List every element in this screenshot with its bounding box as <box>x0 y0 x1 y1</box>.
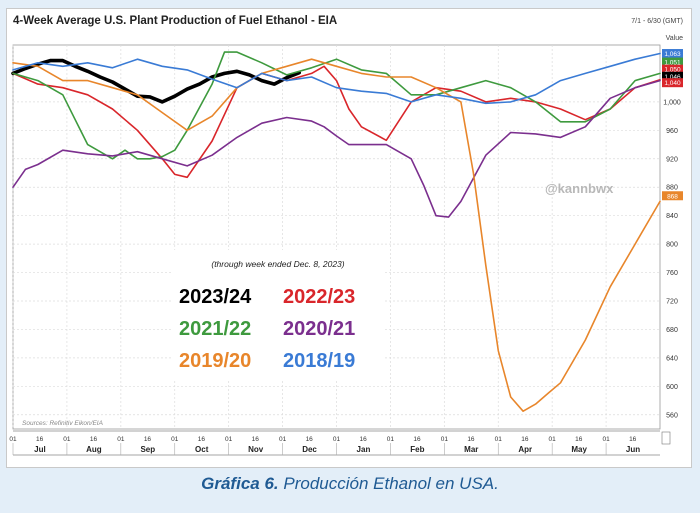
legend-item-2022-23: 2022/23 <box>283 286 355 308</box>
y-tick-label: 840 <box>666 213 678 220</box>
y-tick-label: 680 <box>666 327 678 334</box>
y-tick-label: 640 <box>666 355 678 362</box>
x-month-label: Jan <box>357 445 371 454</box>
x-month-label: Jul <box>34 445 46 454</box>
value-tag-label: 1,050 <box>664 67 681 74</box>
source-note: Sources: Refinitiv Eikon/EIA <box>22 420 103 427</box>
x-day-label: 16 <box>36 436 44 443</box>
watermark-handle: @kannbwx <box>545 181 614 196</box>
legend-item-2020-21: 2020/21 <box>283 318 355 340</box>
legend-item-2023-24: 2023/24 <box>179 286 252 308</box>
y-tick-label: 720 <box>666 299 678 306</box>
x-month-label: Aug <box>86 445 102 454</box>
y-tick-label: 1,000 <box>663 99 681 106</box>
x-day-label: 16 <box>252 436 260 443</box>
legend-item-2019-20: 2019/20 <box>179 350 251 372</box>
series-line-2019-20 <box>12 58 661 412</box>
value-tag-box <box>662 191 683 201</box>
x-month-label: Nov <box>248 445 264 454</box>
figure-caption: Gráfica 6. Producción Ethanol en USA. <box>0 474 700 494</box>
value-column-header: Value <box>666 35 683 42</box>
series-line-2020-21 <box>12 79 661 218</box>
series-line-2018-19 <box>12 52 661 105</box>
x-month-label: Jun <box>626 445 640 454</box>
y-axis-ticks: 1,000 960 920 880 840 800 760 720 680 640 600 560 <box>663 99 681 419</box>
x-day-label: 16 <box>306 436 314 443</box>
series-lines <box>11 51 661 412</box>
x-month-label: May <box>571 445 587 454</box>
caption-text: Producción Ethanol en USA. <box>283 474 499 493</box>
caption-label: Gráfica 6. <box>201 474 279 493</box>
chart-frame: 4-Week Average U.S. Plant Production of … <box>6 8 692 468</box>
x-axis: 01 16 Jul 01 16 Aug 01 16 Sep 01 16 Oct 01 16 Nov 01 16 D… <box>9 430 671 456</box>
x-day-label: 16 <box>467 436 475 443</box>
date-range-label: 7/1 - 6/30 (GMT) <box>631 18 683 25</box>
x-month-label: Feb <box>410 445 424 454</box>
legend-box <box>173 250 383 381</box>
x-day-label: 16 <box>198 436 206 443</box>
x-day-label: 01 <box>117 436 125 443</box>
value-tag-label: 1,063 <box>664 51 681 58</box>
value-tag-box <box>662 49 683 59</box>
x-month-label: Sep <box>140 445 155 454</box>
value-tag-label: 1,051 <box>664 60 681 67</box>
legend-item-2021-22: 2021/22 <box>179 318 251 340</box>
y-tick-label: 960 <box>666 128 678 135</box>
x-day-label: 01 <box>225 436 233 443</box>
legend: (through week ended Dec. 8, 2023) 2023/2… <box>173 250 383 381</box>
x-day-label: 16 <box>629 436 637 443</box>
x-day-label: 01 <box>441 436 449 443</box>
value-tag-box <box>662 71 683 81</box>
value-tag-label: 1,046 <box>664 74 681 81</box>
value-tag-box <box>662 78 683 88</box>
x-day-label: 16 <box>575 436 583 443</box>
x-day-label: 01 <box>602 436 610 443</box>
x-day-label: 16 <box>413 436 421 443</box>
x-day-label: 16 <box>521 436 529 443</box>
x-day-label: 01 <box>279 436 287 443</box>
chart-title: 4-Week Average U.S. Plant Production of … <box>13 15 337 27</box>
value-tag-label: 1,040 <box>664 80 681 87</box>
y-tick-label: 920 <box>666 156 678 163</box>
x-day-label: 01 <box>171 436 179 443</box>
value-tag-box <box>662 64 683 74</box>
ethanol-production-chart: 4-Week Average U.S. Plant Production of … <box>9 15 683 456</box>
y-tick-label: 560 <box>666 412 678 419</box>
x-day-label: 01 <box>387 436 395 443</box>
x-day-label: 01 <box>9 436 17 443</box>
y-tick-label: 760 <box>666 270 678 277</box>
x-month-label: Dec <box>302 445 317 454</box>
x-day-label: 16 <box>144 436 152 443</box>
value-tag-label: 868 <box>667 193 678 200</box>
series-line-2023-24 <box>11 58 301 104</box>
x-day-label: 16 <box>359 436 367 443</box>
y-tick-label: 800 <box>666 242 678 249</box>
series-line-2022-23 <box>12 65 661 179</box>
y-tick-label: 880 <box>666 185 678 192</box>
x-day-label: 01 <box>63 436 71 443</box>
x-day-label: 16 <box>90 436 98 443</box>
y-tick-label: 600 <box>666 384 678 391</box>
axis-scale-toggle[interactable] <box>661 431 671 445</box>
x-month-label: Apr <box>518 445 532 454</box>
legend-item-2018-19: 2018/19 <box>283 350 355 372</box>
x-month-label: Oct <box>195 445 209 454</box>
x-day-label: 01 <box>333 436 341 443</box>
x-day-label: 01 <box>549 436 557 443</box>
x-day-label: 01 <box>495 436 503 443</box>
value-tag-box <box>662 57 683 67</box>
series-line-2021-22 <box>12 51 661 160</box>
x-month-label: Mar <box>464 445 478 454</box>
through-week-annotation: (through week ended Dec. 8, 2023) <box>211 259 344 269</box>
